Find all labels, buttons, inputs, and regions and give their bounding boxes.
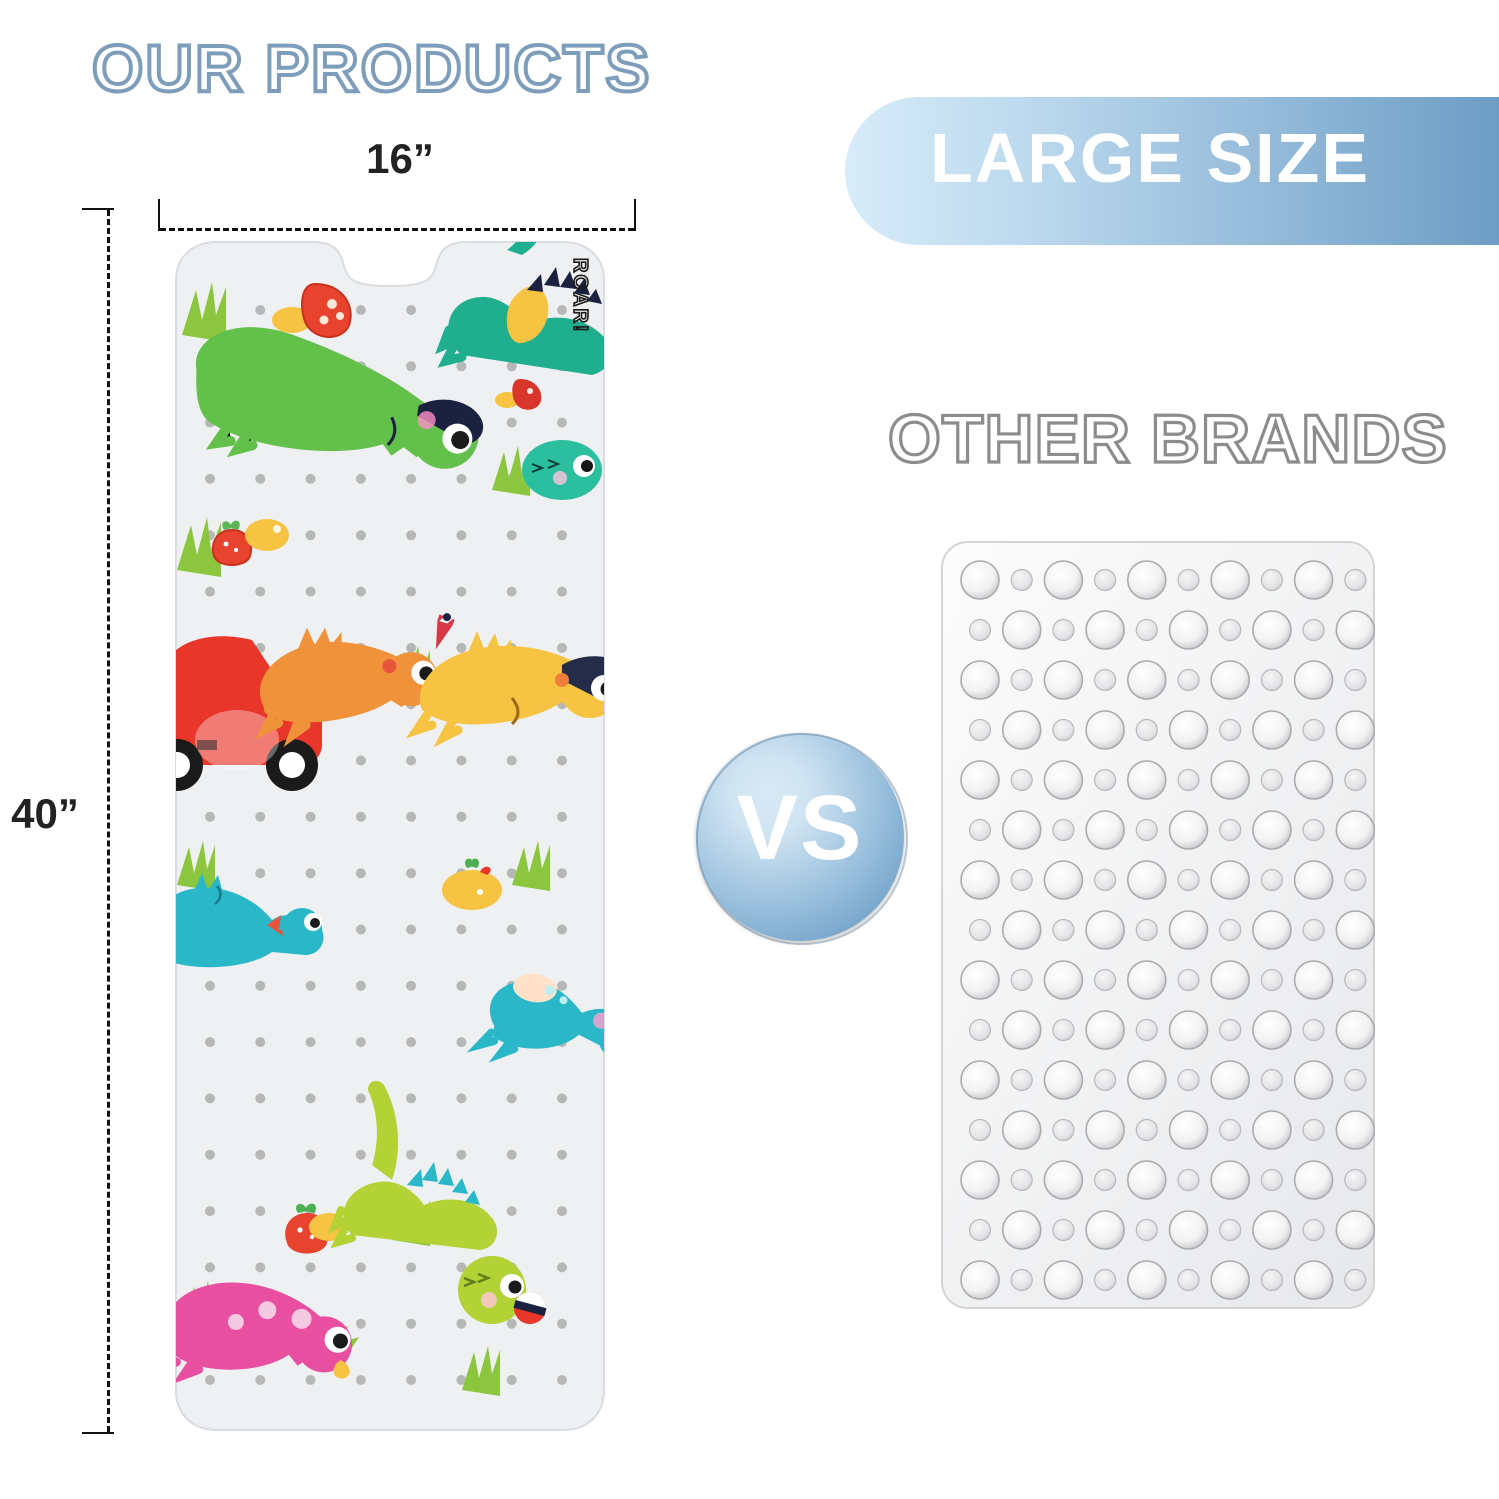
svg-text:ROAR!: ROAR! <box>569 258 591 334</box>
